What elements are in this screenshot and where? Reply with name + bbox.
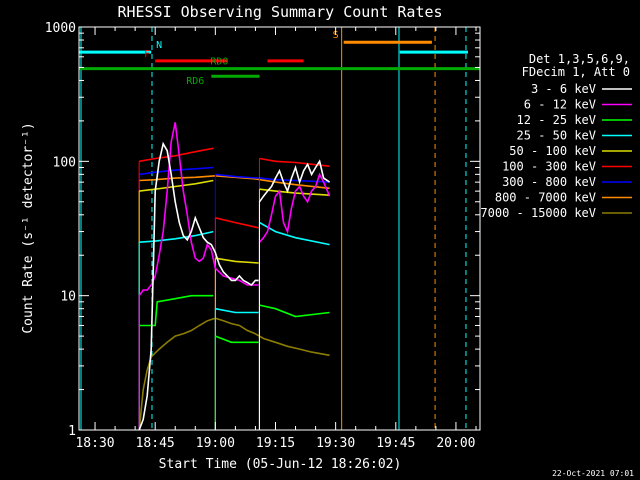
x-axis-label: Start Time (05-Jun-12 18:26:02) <box>159 457 402 472</box>
flag-label-rd6: RD6 <box>186 76 204 87</box>
flag-n: N <box>79 40 162 54</box>
legend-label-5: 100 - 300 keV <box>502 160 596 174</box>
series-7 <box>138 174 330 430</box>
flag-label-n: N <box>156 40 162 51</box>
series-6-segment-0 <box>139 166 214 176</box>
series-4-segment-1 <box>215 257 259 264</box>
legend-label-7: 800 - 7000 keV <box>495 191 596 205</box>
series-0 <box>138 141 331 431</box>
legend-label-0: 3 - 6 keV <box>531 82 596 96</box>
series-8-segment-0 <box>138 317 330 431</box>
flag-label-s: S <box>333 30 339 41</box>
series-5-segment-0 <box>139 147 214 163</box>
y-axis-label: Count Rate (s⁻¹ detector⁻¹) <box>21 122 36 333</box>
series-2 <box>138 294 330 430</box>
x-tick-label-1: 18:45 <box>136 436 175 451</box>
axis-ticks: 18:30 18:45 19:00 19:15 19:30 19:45 20:00 1 10 10… <box>45 21 480 451</box>
timestamp: 22-Oct-2021 07:01 <box>552 469 634 478</box>
y-tick-label-3: 1000 <box>45 21 76 36</box>
series-1-segment-1 <box>258 172 331 243</box>
x-tick-label-6: 20:00 <box>436 436 475 451</box>
series-6 <box>138 166 330 430</box>
series-2-segment-1 <box>215 335 259 344</box>
series-3 <box>138 221 330 430</box>
legend: Det 1,3,5,6,9,FDecim 1, Att 0 3 - 6 keV 6 … <box>480 52 632 220</box>
series-1 <box>138 122 331 430</box>
series-4-segment-0 <box>139 179 214 192</box>
legend-label-8: 7000 - 15000 keV <box>480 206 596 220</box>
x-tick-label-4: 19:30 <box>316 436 355 451</box>
legend-label-1: 6 - 12 keV <box>524 98 596 112</box>
flag-s: S <box>333 30 432 44</box>
y-tick-label-1: 10 <box>60 290 76 305</box>
series-6-segment-2 <box>259 177 330 183</box>
series-3-segment-2 <box>259 221 330 246</box>
legend-label-6: 300 - 800 keV <box>502 175 596 189</box>
series-layer <box>138 122 331 431</box>
series-5-segment-2 <box>259 157 330 167</box>
series-6-segment-1 <box>215 173 259 179</box>
series-8 <box>138 317 330 431</box>
series-1-segment-0 <box>138 122 259 297</box>
plot-frame <box>78 26 481 431</box>
series-3-segment-1 <box>215 307 259 314</box>
legend-header-1: FDecim 1, Att 0 <box>522 65 630 79</box>
flag-f: F <box>144 49 304 63</box>
flag-layer: NF RD0 RD6 S <box>79 30 480 87</box>
x-tick-label-5: 19:45 <box>376 436 415 451</box>
series-0-segment-1 <box>258 159 331 203</box>
y-tick-label-2: 100 <box>53 155 76 170</box>
legend-label-3: 25 - 50 keV <box>517 129 596 143</box>
chart-title: RHESSI Observing Summary Count Rates <box>117 3 442 21</box>
series-7-segment-0 <box>139 174 330 190</box>
series-5-segment-1 <box>215 217 259 229</box>
x-tick-label-0: 18:30 <box>75 436 114 451</box>
flag-label-rd0: RD0 <box>210 57 228 68</box>
series-2-segment-0 <box>139 294 214 327</box>
series-0-segment-0 <box>138 141 259 431</box>
series-4 <box>138 179 330 430</box>
flag-label-f: F <box>144 49 150 60</box>
x-tick-label-2: 19:00 <box>196 436 235 451</box>
flag-rd0: RD0 <box>79 57 480 71</box>
flag-rd6: RD6 <box>186 74 260 87</box>
legend-label-4: 50 - 100 keV <box>509 144 596 158</box>
vertical-markers <box>80 27 467 430</box>
y-tick-label-0: 1 <box>68 424 76 439</box>
legend-label-2: 12 - 25 keV <box>517 113 596 127</box>
legend-header-0: Det 1,3,5,6,9, <box>529 52 630 66</box>
x-tick-label-3: 19:15 <box>256 436 295 451</box>
series-2-segment-2 <box>259 304 330 318</box>
